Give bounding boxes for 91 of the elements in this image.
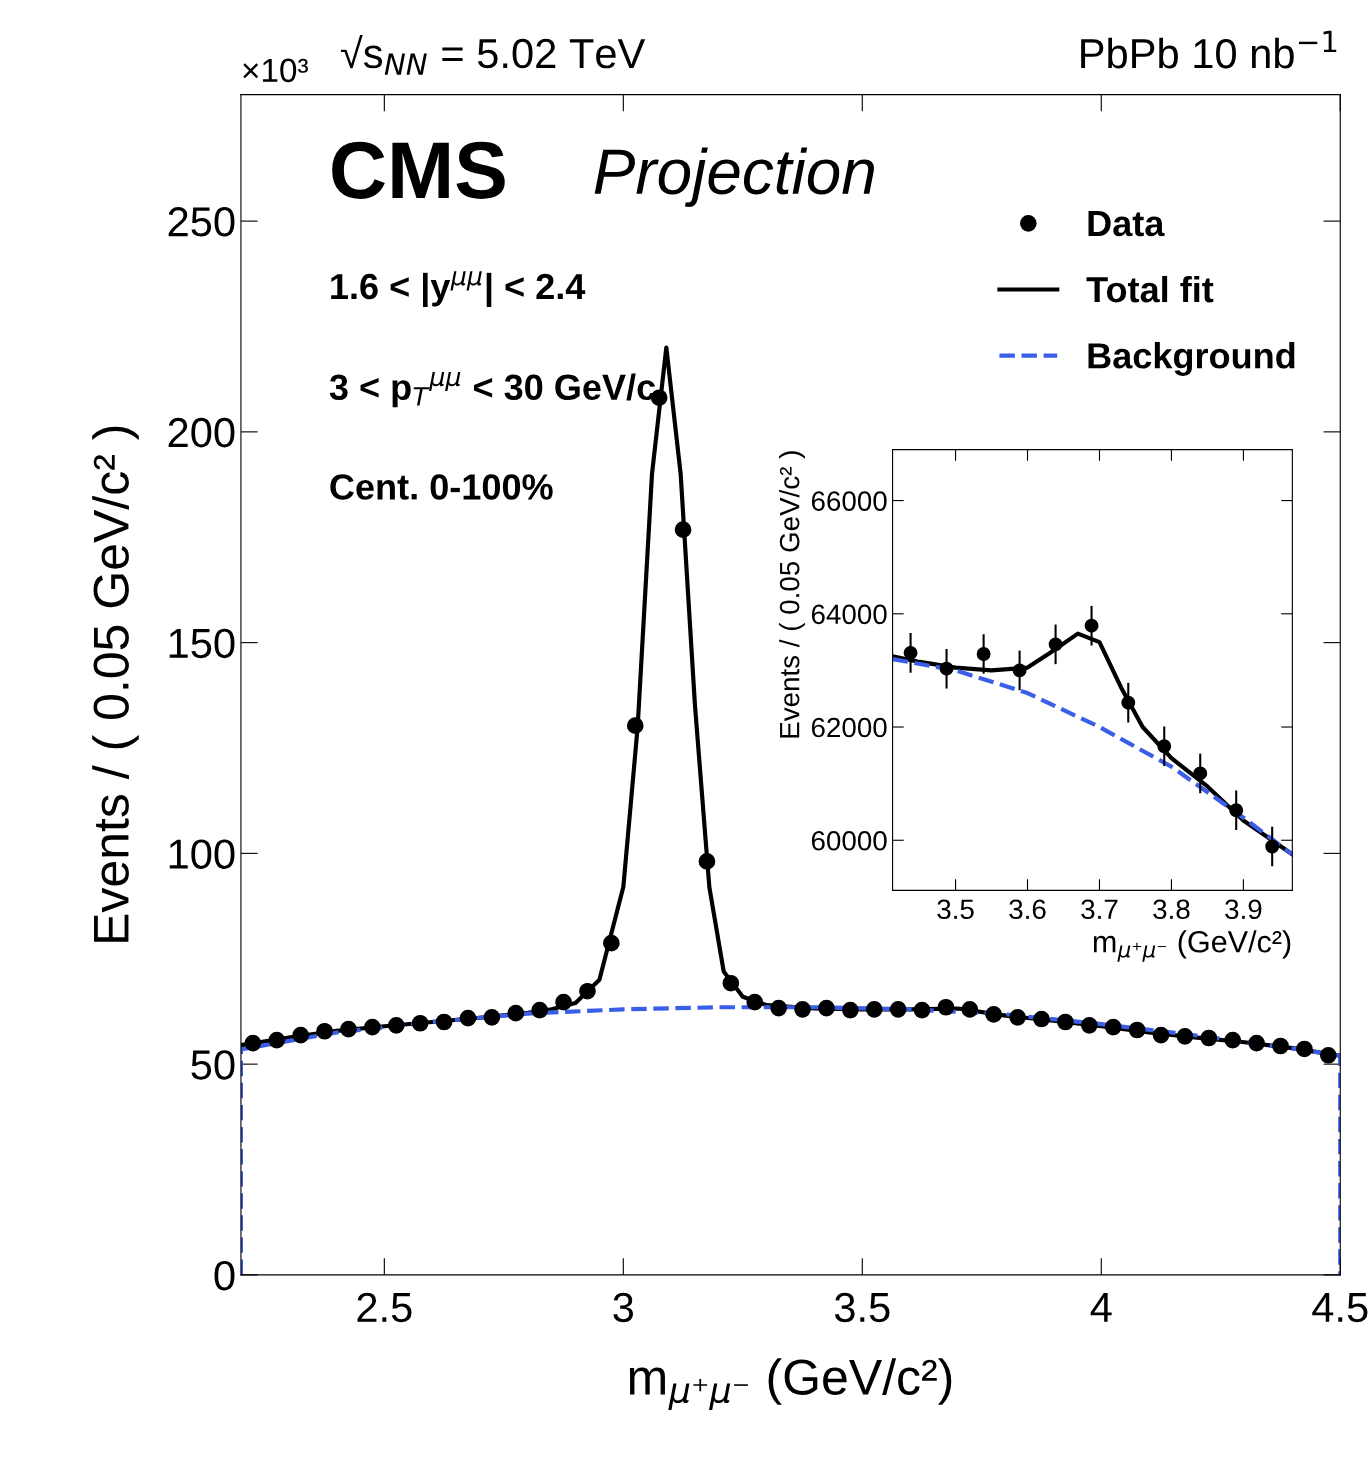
x-tick-label: 3 [613,1292,634,1323]
point [1057,1013,1074,1031]
point [411,1014,429,1032]
point [387,1017,405,1034]
x-tick-label: 4 [1090,1293,1112,1322]
point [626,717,644,734]
y-tick-label: 50 [191,1050,235,1080]
point [483,1009,501,1026]
point [976,647,991,661]
x-tick-label: 2.5 [357,1292,412,1323]
x-axis-title: m$_{μ⁺μ⁻}$ (GeV/c²) [1093,930,1291,962]
point [865,1001,883,1018]
y-tick-label: 64000 [811,604,887,625]
y-tick-label: 66000 [811,491,887,511]
point [292,1026,310,1044]
x-tick-label: 3.6 [1009,899,1046,920]
point [937,998,955,1016]
y-axis-title: Events / ( 0.05 GeV/c² ) [779,451,805,738]
annotation: CMS [332,141,505,199]
point [746,993,764,1011]
point [1296,1040,1313,1058]
point [244,1034,262,1052]
point [1084,618,1099,633]
point [1121,695,1136,710]
annotation: Cent. 0-100% [330,474,553,500]
annotation: Projection [594,147,874,208]
y-tick-label: 0 [214,1260,235,1291]
y-tick-label: 250 [168,207,235,237]
point [722,974,740,992]
point [889,1001,907,1018]
point [1104,1018,1122,1036]
y-tick-label: 100 [169,839,235,869]
point [1128,1021,1146,1039]
point [435,1013,453,1031]
chart-title: √s$_{NN}$ = 5.02 TeV [340,34,646,75]
point [1319,1046,1337,1064]
point [579,982,596,1000]
point [1009,1009,1026,1026]
x-tick-label: 3.5 [937,899,974,920]
point [794,1001,811,1018]
text: ×10³ [243,58,308,83]
point [603,934,620,952]
point [674,521,692,538]
point [913,1001,931,1019]
point [939,661,954,676]
point [1248,1034,1265,1052]
legend-label: Total fit [1086,275,1214,303]
x-tick-label: 3.5 [834,1292,890,1323]
annotation: 1.6 < |y$^{μμ}$| < 2.4 [331,271,586,308]
x-tick-label: 3.7 [1081,899,1118,920]
annotation: 3 < p$_{T}$$^{μμ}$ < 30 GeV/c [329,372,656,408]
point [1193,766,1208,781]
point [818,999,835,1017]
point [1152,1026,1170,1044]
point [1157,739,1172,754]
point [316,1022,333,1040]
x-tick-label: 3.9 [1225,899,1262,920]
point [1229,803,1244,818]
point [1012,663,1027,678]
legend-label: Data [1088,211,1165,237]
legend-label: Background [1088,342,1295,376]
point [555,993,572,1011]
point [268,1031,286,1049]
point [903,645,918,660]
point [770,999,787,1017]
point [459,1009,477,1027]
point [340,1020,357,1038]
chart-subtitle: PbPb 10 nb$^{−1}$ [1081,30,1337,69]
point [961,1001,979,1018]
point [1048,637,1063,652]
y-tick-label: 62000 [811,717,887,738]
point [364,1018,381,1036]
point [842,1001,859,1019]
point [507,1004,525,1022]
y-axis-title: Events / ( 0.05 GeV/c² ) [92,426,139,942]
x-tick-label: 4.5 [1312,1293,1368,1323]
point [1265,839,1280,854]
point [1176,1027,1194,1045]
y-tick-label: 150 [169,628,235,659]
point [698,853,716,870]
point [1224,1031,1242,1049]
point [531,1001,549,1019]
y-tick-label: 200 [168,417,235,448]
point [1200,1029,1218,1047]
x-tick-label: 3.8 [1153,899,1190,920]
point [1272,1037,1289,1055]
y-tick-label: 60000 [811,830,887,851]
point [1033,1010,1050,1028]
point [985,1006,1003,1023]
point [1080,1017,1098,1034]
x-axis-title: m$_{μ⁺μ⁻}$ (GeV/c²) [629,1358,952,1410]
